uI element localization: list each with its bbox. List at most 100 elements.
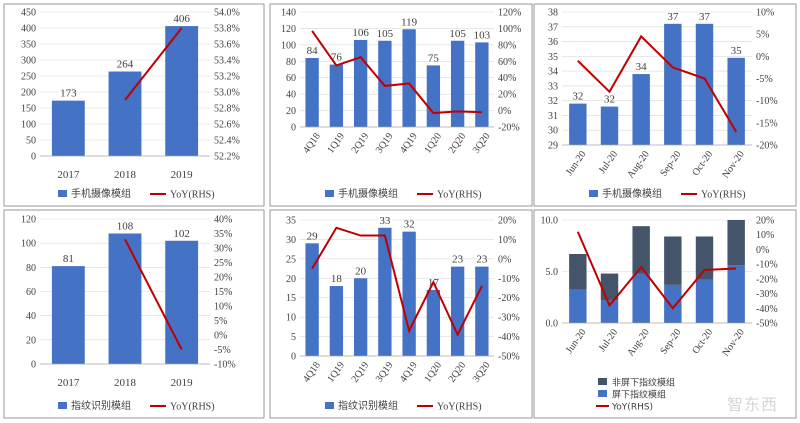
bar [475, 266, 489, 356]
bar [569, 103, 587, 145]
y2-tick-label: 52.4% [214, 136, 240, 147]
y2-tick-label: 53.2% [214, 72, 240, 83]
y2-tick-label: -20% [498, 293, 520, 304]
y-tick-label: 38 [548, 8, 558, 19]
legend: 指纹识别模组 YoY(RHS) [58, 399, 215, 413]
y2-tick-label: 40% [214, 215, 232, 226]
yoy-line [124, 27, 183, 101]
legend-label: YoY(RHS) [170, 402, 215, 413]
bar [600, 106, 619, 145]
chart-panel-5: 0 5 10 15 20 25 30 35 -50% -40% -30% -20% -10% 0% 10% 2… [269, 209, 533, 419]
y2-tick-label: -30% [498, 313, 520, 324]
bar [695, 236, 714, 280]
bar [353, 39, 368, 127]
y2-tick-label: 53.8% [214, 24, 240, 35]
bar-data-label: 406 [173, 13, 190, 25]
y2-tick-label: -15% [756, 118, 778, 129]
bar [632, 273, 650, 323]
y2-tick-label: 120% [498, 8, 521, 19]
bar [108, 233, 142, 364]
y-tick-label: 120 [281, 24, 296, 35]
bar-data-label: 32 [572, 91, 583, 103]
y-tick-label: 0 [31, 152, 36, 163]
legend-label: YoY(RHS) [437, 190, 482, 201]
y2-tick-label: 52.6% [214, 120, 240, 131]
y-tick-label: 120 [21, 215, 36, 226]
y2-tick-label: 80% [498, 40, 516, 51]
bar-data-label: 264 [117, 59, 134, 71]
y-tick-label: 29 [548, 141, 558, 152]
bar-data-label: 32 [604, 94, 615, 106]
yoy-line [577, 34, 738, 133]
y-tick-label: 30 [286, 235, 296, 246]
bar-data-label: 173 [60, 88, 77, 100]
y2-tick-label: 20% [756, 216, 774, 227]
bar-data-label: 37 [699, 11, 711, 23]
y-tick-label: 0 [291, 352, 296, 363]
y2-tick-label: 52.2% [214, 152, 240, 163]
bar [450, 266, 465, 356]
y2-tick-label: 30% [214, 244, 232, 255]
bar [664, 284, 682, 323]
y-tick-label: 20 [286, 106, 296, 117]
legend-label: 指纹识别模组 [338, 399, 398, 412]
x-tick-label: 2017 [57, 377, 80, 389]
bar [600, 273, 619, 301]
bar-data-label: 23 [452, 254, 464, 266]
bar [426, 289, 441, 356]
bar [569, 253, 587, 290]
bar [450, 40, 465, 127]
y2-tick-label: 10% [498, 235, 516, 246]
bar-data-label: 29 [307, 230, 319, 242]
bar [664, 23, 682, 146]
y2-tick-label: 35% [214, 229, 232, 240]
y2-tick-label: 20% [214, 273, 232, 284]
bar [569, 289, 587, 323]
y-tick-label: 60 [286, 73, 296, 84]
y-tick-label: 37 [548, 22, 558, 33]
legend-label: YoY(RHS) [701, 190, 746, 201]
y-tick-label: 32 [548, 96, 558, 107]
bar-data-label: 37 [667, 11, 679, 23]
y2-tick-label: -50% [498, 352, 520, 363]
bar-data-label: 32 [404, 219, 415, 231]
y-tick-label: 300 [21, 56, 36, 67]
y-tick-label: 250 [21, 72, 36, 83]
legend: 手机摄像模组 YoY(RHS) [589, 187, 746, 201]
y-tick-label: 40 [286, 90, 296, 101]
y2-tick-label: 0% [756, 245, 769, 256]
bar [475, 42, 489, 128]
chart-panel-4: 0 20 40 60 80 100 120 -10% -5% 0% 5% 10% 15% 20% 25% 30… [3, 209, 265, 419]
y2-tick-label: 20% [498, 216, 516, 227]
bar [664, 236, 682, 285]
bar [51, 266, 85, 364]
y2-tick-label: -10% [756, 96, 778, 107]
x-tick-label: 2019 [171, 377, 194, 389]
legend-label: 非屏下指纹模组 [612, 377, 675, 389]
bar [727, 265, 745, 323]
legend-label: YoY(RHS) [170, 190, 215, 201]
bar-data-label: 35 [731, 45, 743, 57]
bar-data-label: 81 [63, 253, 74, 265]
y-tick-label: 80 [26, 263, 36, 274]
x-tick-label: 2018 [114, 169, 137, 181]
bar [51, 100, 85, 156]
bar-data-label: 23 [476, 254, 488, 266]
legend-label: 手机摄像模组 [71, 187, 131, 200]
y-tick-label: 0.0 [546, 319, 559, 330]
y2-tick-label: -5% [214, 345, 231, 356]
y2-tick-label: 10% [214, 302, 232, 313]
bar [305, 58, 319, 127]
bar-data-label: 105 [377, 28, 394, 40]
y-tick-label: 5.0 [546, 267, 559, 278]
legend: 手机摄像模组 YoY(RHS) [325, 187, 482, 201]
y2-tick-label: 53.6% [214, 40, 240, 51]
y2-tick-label: -5% [756, 74, 773, 85]
x-tick-label: 2018 [114, 377, 137, 389]
bar [378, 40, 392, 127]
y-tick-label: 30 [548, 126, 558, 137]
bar [695, 23, 714, 146]
chart-panel-2: 0 20 40 60 80 100 120 140 -20% 0% 20% 40% 60% 80% 100%… [269, 3, 533, 207]
